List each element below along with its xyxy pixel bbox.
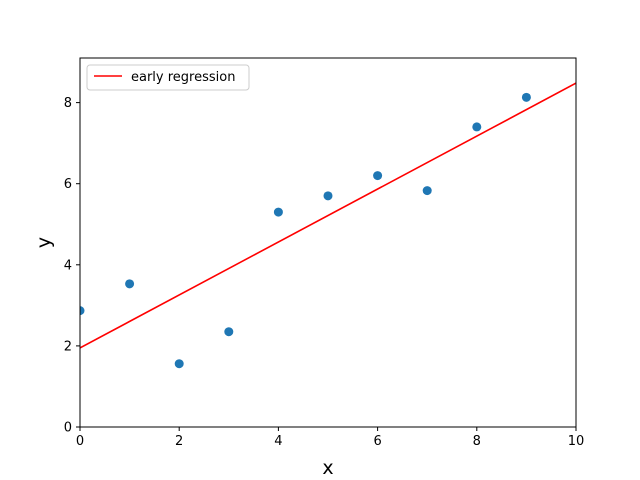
legend-entry-label: early regression xyxy=(131,70,235,85)
scatter-point xyxy=(224,327,234,337)
axis-ticks: 0 2 4 6 8 10 0 2 4 6 8 xyxy=(64,96,585,449)
x-tick-label: 6 xyxy=(373,434,381,449)
legend: early regression xyxy=(86,64,250,91)
y-tick-label: 2 xyxy=(64,339,72,354)
scatter-point xyxy=(125,279,135,289)
y-tick-label: 4 xyxy=(64,258,72,273)
scatter-point xyxy=(273,207,283,217)
x-tick-label: 4 xyxy=(274,434,282,449)
legend-box xyxy=(86,64,250,91)
scatter-point xyxy=(323,191,333,201)
scatter-point xyxy=(80,306,85,316)
x-tick-label: 0 xyxy=(76,434,84,449)
plot-area xyxy=(80,82,576,369)
x-tick-label: 2 xyxy=(175,434,183,449)
regression-line xyxy=(80,82,576,349)
y-tick-label: 8 xyxy=(64,96,72,111)
scatter-point xyxy=(373,171,383,181)
scatter-point xyxy=(422,186,432,196)
scatter-point xyxy=(472,122,482,132)
x-tick-label: 10 xyxy=(568,434,585,449)
scatter-point xyxy=(174,359,184,369)
y-tick-label: 6 xyxy=(64,177,72,192)
y-tick-label: 0 xyxy=(64,421,72,436)
scatter-point xyxy=(521,92,531,102)
y-axis-label: y xyxy=(33,237,55,248)
axes-frame xyxy=(79,57,577,428)
x-axis-label: x xyxy=(322,457,333,479)
x-tick-label: 8 xyxy=(473,434,481,449)
